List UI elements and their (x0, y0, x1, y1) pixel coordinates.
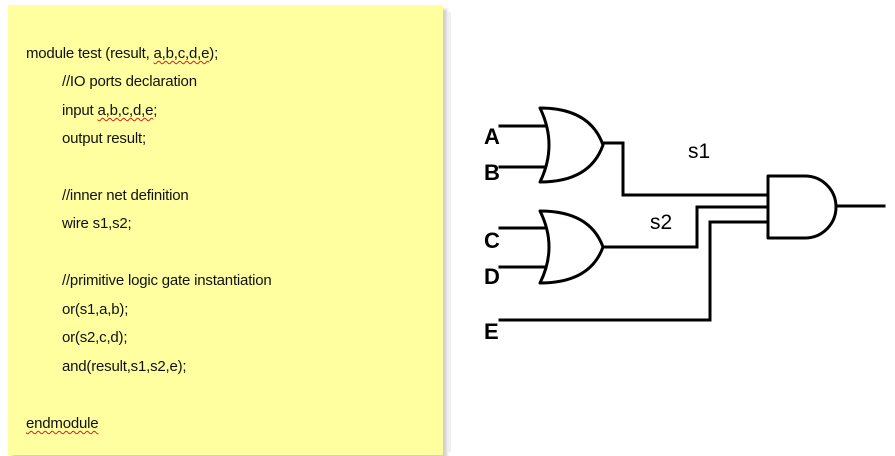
input-label-c: C (484, 228, 500, 253)
input-label-a: A (484, 124, 500, 149)
input-label-b: B (484, 160, 500, 185)
code-text: output result; (62, 130, 146, 147)
code-text: wire s1,s2; (62, 215, 132, 232)
code-line-endmodule: endmodule (26, 415, 99, 432)
or-gate-2 (538, 209, 605, 285)
code-line-or-s1: or(s1,a,b); (62, 301, 128, 318)
or-gate-1 (538, 106, 605, 184)
code-panel: module test (result, a,b,c,d,e); //IO po… (8, 5, 443, 455)
net-label-s2: s2 (650, 211, 672, 234)
wire-e-to-and (708, 220, 770, 322)
code-line-net-comment: //inner net definition (62, 187, 189, 204)
code-text: //IO ports declaration (62, 73, 197, 90)
input-label-d: D (484, 264, 500, 289)
net-label-s1: s1 (688, 140, 710, 163)
code-text: or(s2,c,d); (62, 329, 128, 346)
page-divider (448, 12, 451, 452)
code-line-io-comment: //IO ports declaration (62, 73, 197, 90)
code-line-module: module test (result, a,b,c,d,e); (26, 45, 218, 62)
code-text: ); (209, 45, 219, 62)
spellcheck-squiggle-text: a,b,c,d,e (153, 45, 210, 62)
code-text: ; (153, 102, 158, 119)
spellcheck-squiggle-text: endmodule (26, 415, 99, 432)
code-line-gate-comment: //primitive logic gate instantiation (62, 272, 272, 289)
code-line-wire: wire s1,s2; (62, 215, 132, 232)
code-text: or(s1,a,b); (62, 301, 129, 318)
code-line-and: and(result,s1,s2,e); (62, 358, 187, 375)
code-text: and(result,s1,s2,e); (62, 358, 187, 375)
wire-s1 (601, 141, 770, 197)
code-text: //inner net definition (62, 187, 189, 204)
code-text: module test (result, (26, 45, 154, 62)
code-line-input: input a,b,c,d,e; (62, 102, 157, 119)
input-label-e: E (484, 319, 499, 344)
and-gate (766, 174, 838, 240)
spellcheck-squiggle-text: a,b,c,d,e (97, 102, 154, 119)
code-text: //primitive logic gate instantiation (62, 272, 272, 289)
code-line-output: output result; (62, 130, 146, 147)
wire-s2 (601, 205, 770, 249)
code-line-or-s2: or(s2,c,d); (62, 329, 128, 346)
code-text: input (62, 102, 98, 119)
